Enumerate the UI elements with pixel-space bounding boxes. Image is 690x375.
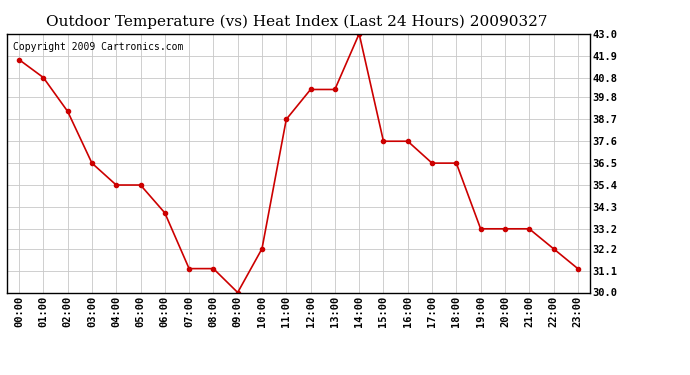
Text: Copyright 2009 Cartronics.com: Copyright 2009 Cartronics.com <box>12 42 183 51</box>
Text: Outdoor Temperature (vs) Heat Index (Last 24 Hours) 20090327: Outdoor Temperature (vs) Heat Index (Las… <box>46 15 547 29</box>
